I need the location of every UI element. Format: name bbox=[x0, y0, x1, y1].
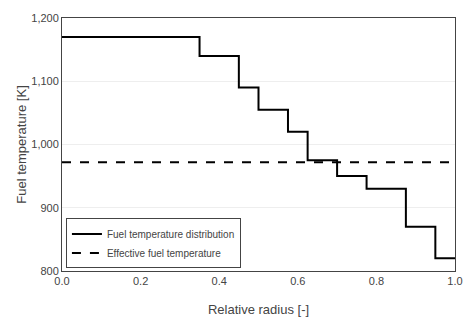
svg-text:1,100: 1,100 bbox=[31, 75, 59, 87]
svg-text:1,000: 1,000 bbox=[31, 138, 59, 150]
svg-text:Fuel temperature distribution: Fuel temperature distribution bbox=[107, 229, 234, 240]
svg-text:1.0: 1.0 bbox=[447, 275, 462, 287]
svg-text:1,200: 1,200 bbox=[31, 12, 59, 24]
svg-text:0.6: 0.6 bbox=[290, 275, 305, 287]
svg-text:0.8: 0.8 bbox=[369, 275, 384, 287]
svg-text:Relative radius [-]: Relative radius [-] bbox=[208, 302, 309, 317]
svg-text:800: 800 bbox=[40, 265, 58, 277]
svg-text:0.0: 0.0 bbox=[54, 275, 69, 287]
svg-text:Fuel temperature [K]: Fuel temperature [K] bbox=[14, 85, 29, 204]
svg-text:Effective fuel temperature: Effective fuel temperature bbox=[107, 248, 221, 259]
svg-text:0.2: 0.2 bbox=[133, 275, 148, 287]
svg-text:900: 900 bbox=[40, 202, 58, 214]
svg-text:0.4: 0.4 bbox=[212, 275, 227, 287]
